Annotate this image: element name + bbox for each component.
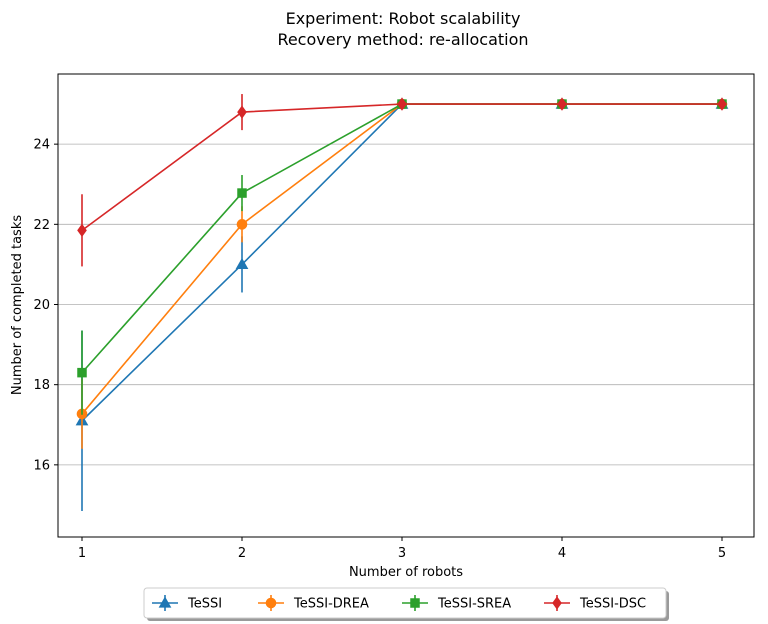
series-tessi-dsc — [77, 94, 727, 267]
legend-label: TeSSI-DREA — [293, 597, 369, 612]
legend-marker — [552, 596, 562, 610]
chart-title-line-1: Experiment: Robot scalability — [286, 9, 521, 28]
x-tick-label: 2 — [238, 546, 246, 561]
y-tick-label: 22 — [33, 218, 50, 233]
y-tick-label: 20 — [33, 298, 50, 313]
legend-item-tessi-drea: TeSSI-DREA — [258, 595, 369, 612]
legend-marker — [265, 597, 277, 609]
x-axis-label: Number of robots — [349, 565, 463, 580]
legend-items: TeSSI TeSSI-DREA TeSSI-SREA TeSSI-DSC — [152, 595, 646, 612]
legend-label: TeSSI — [187, 597, 222, 612]
x-tick-label: 3 — [398, 546, 406, 561]
data-point — [237, 105, 247, 119]
data-point — [235, 257, 249, 270]
legend-item-tessi-dsc: TeSSI-DSC — [544, 595, 646, 612]
data-point — [397, 97, 407, 111]
plot-area — [58, 74, 754, 537]
data-point — [717, 97, 727, 111]
data-point — [236, 219, 248, 230]
y-tick-label: 24 — [33, 138, 50, 153]
legend-marker — [158, 596, 172, 608]
x-tick-label: 4 — [558, 546, 566, 561]
legend: TeSSI TeSSI-DREA TeSSI-SREA TeSSI-DSC — [143, 587, 669, 621]
data-point — [237, 188, 247, 198]
legend-item-tessi: TeSSI — [152, 595, 222, 612]
x-tick-label: 5 — [718, 546, 726, 561]
y-tick-label: 18 — [33, 378, 50, 393]
plot-frame — [57, 73, 755, 538]
legend-item-tessi-srea: TeSSI-SREA — [402, 595, 511, 612]
data-point — [77, 223, 87, 237]
y-axis-label: Number of completed tasks — [10, 215, 25, 395]
y-tick-label: 16 — [33, 458, 50, 473]
legend-marker — [410, 598, 420, 608]
data-point — [557, 97, 567, 111]
legend-label: TeSSI-SREA — [437, 597, 511, 612]
axis-layer: 16 18 20 22 24 1 2 3 4 5 — [33, 138, 726, 561]
chart-title-line-2: Recovery method: re-allocation — [277, 30, 528, 49]
legend-label: TeSSI-DSC — [579, 597, 646, 612]
data-point — [77, 367, 87, 378]
series-layer — [75, 94, 729, 511]
x-tick-label: 1 — [78, 546, 86, 561]
